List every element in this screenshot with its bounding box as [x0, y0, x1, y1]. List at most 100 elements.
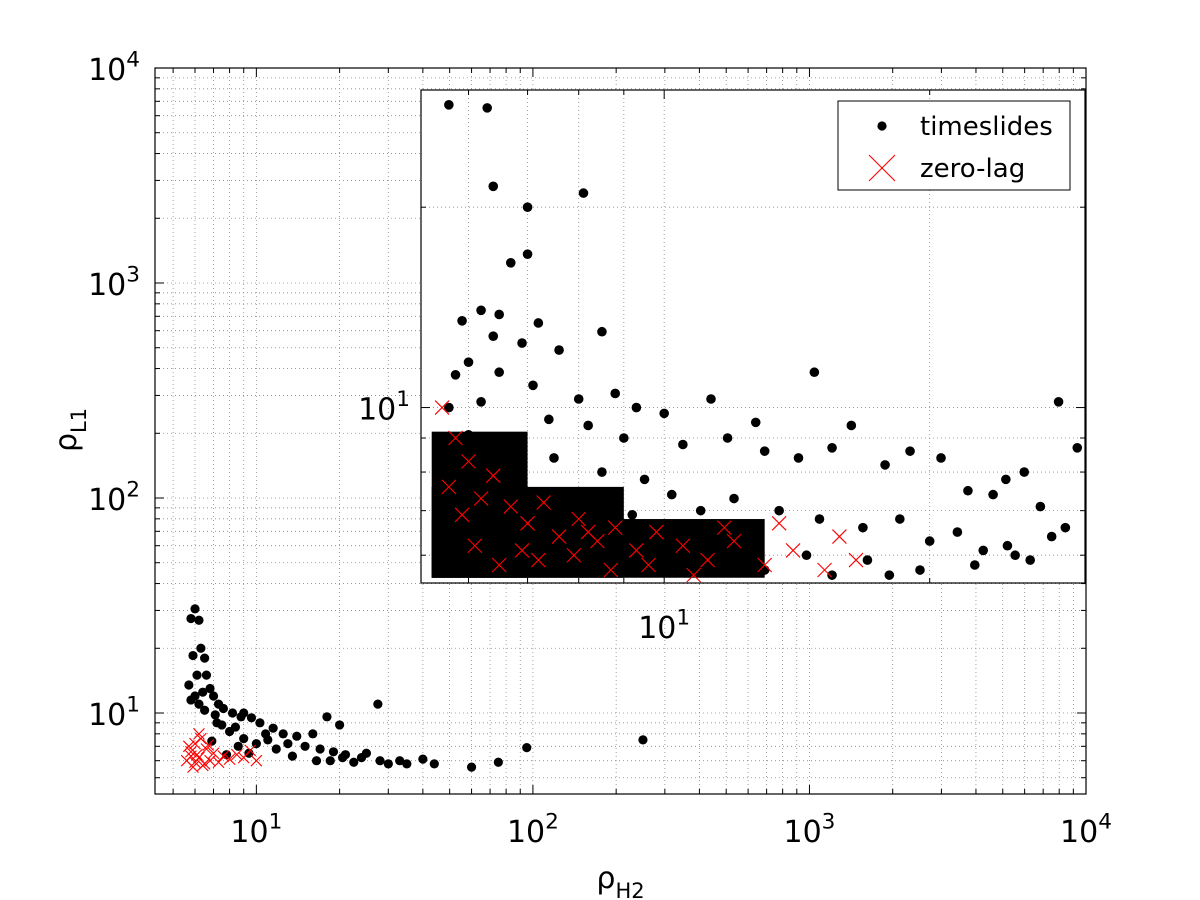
inset-timeslides-point: [610, 388, 621, 399]
inset-zero-lag-point: [441, 479, 457, 495]
main-timeslides-point: [322, 712, 332, 722]
main-timeslides-point: [375, 756, 385, 766]
inset-timeslides-point: [1072, 443, 1083, 453]
main-timeslides-point: [638, 735, 648, 745]
main-series-0: [184, 604, 648, 772]
y-axis-label: ρL1: [49, 408, 91, 452]
main-timeslides-point: [311, 756, 322, 766]
y-tick-label-exponent: 3: [126, 262, 140, 287]
main-timeslides-point: [493, 757, 503, 767]
inset-zero-lag-point: [848, 552, 864, 568]
main-zero-lag-point: [185, 750, 197, 763]
main-timeslides-point: [196, 643, 206, 653]
inset-zero-lag-point: [607, 520, 623, 536]
inset-timeslides-point: [573, 394, 584, 404]
main-timeslides-point: [300, 741, 310, 751]
main-timeslides-point: [212, 718, 222, 728]
inset-plot-frame: [420, 89, 1086, 584]
inset-dense-region: [431, 486, 624, 578]
inset-timeslides-point: [528, 380, 538, 391]
inset-timeslides-point: [750, 417, 761, 428]
main-timeslides-point: [218, 703, 229, 714]
inset-timeslides-point: [666, 489, 677, 500]
main-timeslides-point: [418, 754, 428, 764]
inset-timeslides-point: [511, 436, 522, 447]
legend-zero-lag-label: zero-lag: [920, 154, 1025, 184]
main-timeslides-point: [246, 713, 257, 723]
y-tick-label: 102: [88, 477, 140, 517]
main-timeslides-point: [335, 720, 345, 730]
inset-zero-lag-point: [726, 533, 742, 549]
inset-timeslides-point: [1060, 522, 1071, 533]
main-timeslides-point: [200, 705, 210, 715]
inset-timeslides-point: [759, 446, 770, 456]
y-tick-label-exponent: 2: [126, 477, 140, 502]
inset-timeslides-point: [488, 331, 499, 341]
inset-timeslides-point: [522, 202, 533, 213]
x-tick-label-base: 10: [783, 815, 821, 850]
y-tick-label-base: 10: [88, 53, 126, 88]
legend-timeslides-label: timeslides: [920, 112, 1053, 142]
inset-timeslides-point: [846, 420, 857, 431]
main-timeslides-point: [261, 729, 271, 739]
inset-timeslides-point: [858, 522, 868, 533]
inset-timeslides-point: [488, 181, 499, 192]
x-axis-label-base: ρ: [596, 861, 615, 896]
inset-zero-lag-point: [448, 430, 463, 446]
main-timeslides-point: [200, 653, 210, 663]
x-tick-label-exponent: 4: [1098, 810, 1112, 835]
inset-timeslides-point: [659, 536, 669, 546]
inset-x-tick-label-exponent: 1: [676, 606, 690, 631]
inset-zero-lag-point: [700, 552, 715, 568]
inset-timeslides-point: [444, 100, 454, 110]
inset-timeslides-point: [639, 474, 650, 485]
main-timeslides-point: [233, 741, 243, 751]
inset-timeslides-point: [517, 338, 527, 348]
inset-timeslides-point: [597, 326, 607, 337]
legend-box: [837, 100, 1071, 191]
inset-timeslides-point: [583, 420, 593, 431]
inset-zero-lag-point: [649, 524, 664, 540]
legend: timeslides zero-lag: [837, 100, 1071, 191]
inset-timeslides-point: [482, 497, 493, 508]
y-tick-label-base: 10: [88, 268, 126, 303]
inset-zero-lag-point: [485, 468, 501, 484]
inset-timeslides-point: [544, 414, 554, 425]
inset-zero-lag-point: [473, 491, 489, 506]
inset-zero-lag-point: [785, 543, 801, 558]
x-tick-label-base: 10: [1060, 815, 1098, 850]
inset-timeslides-point: [457, 316, 467, 326]
inset-zero-lag-point: [675, 538, 691, 554]
inset-timeslides-point: [549, 453, 559, 463]
inset-timeslides-point: [801, 550, 812, 561]
legend-zero-lag-marker: [868, 154, 896, 182]
main-timeslides-point: [402, 759, 412, 769]
main-timeslides-point: [194, 615, 204, 625]
inset-timeslides-point: [924, 536, 935, 546]
inset-zero-lag-point: [757, 557, 773, 573]
inset-timeslides-point: [482, 103, 493, 113]
y-axis-label-base: ρ: [49, 433, 84, 452]
y-tick-label-base: 10: [88, 698, 126, 733]
inset-timeslides-point: [688, 527, 699, 537]
inset-y-tick-label-base: 10: [358, 393, 396, 428]
inset-timeslides-point: [884, 570, 895, 580]
inset-timeslides-point: [528, 510, 538, 520]
inset-y-tick-label-exponent: 1: [396, 387, 410, 412]
inset-timeslides-point: [827, 570, 837, 580]
inset-timeslides-point: [759, 565, 770, 575]
inset-timeslides-point: [450, 369, 461, 380]
main-timeslides-point: [210, 710, 220, 720]
inset-zero-lag-point: [716, 520, 732, 536]
main-timeslides-point: [325, 756, 335, 766]
main-timeslides-point: [186, 695, 196, 705]
y-tick-label: 103: [88, 262, 140, 303]
inset-timeslides-point: [1002, 540, 1013, 551]
inset-timeslides-point: [578, 188, 589, 198]
main-zero-lag-point: [200, 743, 213, 755]
main-timeslides-point: [201, 670, 212, 680]
inset-zero-lag-point: [491, 557, 507, 573]
inset-timeslides-point: [619, 433, 629, 443]
main-timeslides-point: [466, 762, 477, 772]
main-timeslides-point: [208, 691, 219, 701]
